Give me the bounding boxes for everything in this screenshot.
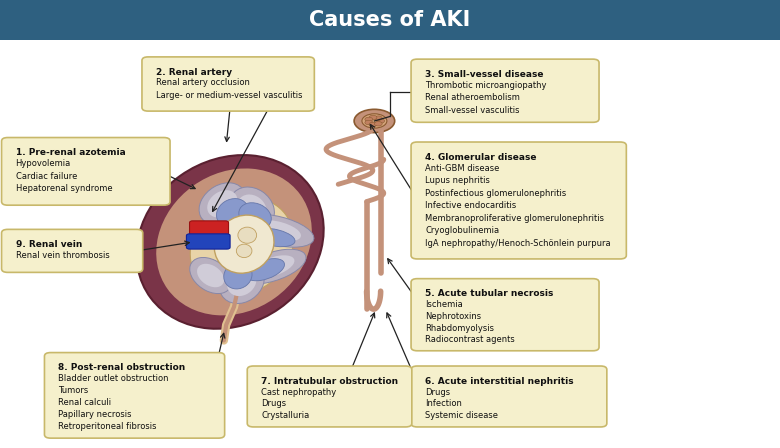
FancyBboxPatch shape [2, 229, 143, 272]
Text: 3. Small-vessel disease: 3. Small-vessel disease [425, 70, 544, 79]
Text: Causes of AKI: Causes of AKI [310, 10, 470, 30]
Text: Tumors: Tumors [58, 386, 89, 395]
Text: Hepatorenal syndrome: Hepatorenal syndrome [16, 184, 112, 193]
Text: Papillary necrosis: Papillary necrosis [58, 410, 132, 419]
Ellipse shape [229, 187, 275, 230]
Text: Rhabdomyolysis: Rhabdomyolysis [425, 323, 494, 333]
FancyBboxPatch shape [411, 279, 599, 351]
Circle shape [374, 116, 382, 121]
Ellipse shape [215, 215, 274, 273]
Text: Bladder outlet obstruction: Bladder outlet obstruction [58, 374, 169, 383]
Text: Postinfectious glomerulonephritis: Postinfectious glomerulonephritis [425, 189, 566, 198]
FancyBboxPatch shape [2, 138, 170, 205]
Ellipse shape [237, 194, 267, 222]
Text: Nephrotoxins: Nephrotoxins [425, 312, 481, 321]
Circle shape [365, 120, 373, 125]
Ellipse shape [240, 214, 314, 247]
FancyBboxPatch shape [411, 142, 626, 259]
Ellipse shape [251, 228, 295, 247]
Text: 1. Pre-renal azotemia: 1. Pre-renal azotemia [16, 148, 126, 157]
Circle shape [354, 109, 395, 133]
Text: Crystalluria: Crystalluria [261, 411, 310, 420]
Text: Hypovolemia: Hypovolemia [16, 159, 71, 168]
Text: 2. Renal artery: 2. Renal artery [156, 68, 232, 77]
Ellipse shape [236, 244, 252, 258]
Text: Renal atheroembolism: Renal atheroembolism [425, 93, 520, 102]
FancyBboxPatch shape [44, 353, 225, 438]
Ellipse shape [156, 168, 312, 315]
Ellipse shape [190, 198, 293, 295]
Text: Renal calculi: Renal calculi [58, 398, 112, 407]
Ellipse shape [240, 249, 306, 284]
Ellipse shape [224, 262, 252, 289]
Text: Radiocontrast agents: Radiocontrast agents [425, 336, 515, 345]
Text: Drugs: Drugs [261, 400, 286, 409]
Text: 9. Renal vein: 9. Renal vein [16, 240, 82, 249]
Ellipse shape [197, 264, 224, 287]
Text: Cast nephropathy: Cast nephropathy [261, 388, 336, 396]
Ellipse shape [217, 198, 248, 227]
FancyBboxPatch shape [186, 234, 230, 249]
Text: IgA nephropathy/Henoch-Schönlein purpura: IgA nephropathy/Henoch-Schönlein purpura [425, 239, 611, 248]
Ellipse shape [207, 190, 237, 218]
Ellipse shape [251, 255, 295, 278]
FancyBboxPatch shape [247, 366, 412, 427]
Ellipse shape [239, 203, 271, 229]
Text: Infection: Infection [425, 400, 462, 409]
Ellipse shape [199, 183, 246, 225]
Circle shape [377, 119, 385, 123]
Text: Cryoglobulinemia: Cryoglobulinemia [425, 226, 499, 235]
Text: Thrombotic microangiopathy: Thrombotic microangiopathy [425, 81, 547, 90]
Ellipse shape [253, 220, 301, 241]
Text: Drugs: Drugs [425, 388, 450, 396]
FancyBboxPatch shape [411, 366, 607, 427]
Text: Large- or medium-vessel vasculitis: Large- or medium-vessel vasculitis [156, 91, 303, 100]
Text: Small-vessel vasculitis: Small-vessel vasculitis [425, 106, 519, 115]
Ellipse shape [227, 268, 257, 296]
Text: Infective endocarditis: Infective endocarditis [425, 201, 516, 210]
Ellipse shape [136, 155, 324, 329]
Circle shape [369, 115, 377, 120]
Ellipse shape [238, 227, 257, 243]
Circle shape [369, 122, 377, 127]
Ellipse shape [219, 261, 264, 304]
Circle shape [365, 117, 373, 122]
Text: Membranoproliferative glomerulonephritis: Membranoproliferative glomerulonephritis [425, 214, 604, 223]
Text: Retroperitoneal fibrosis: Retroperitoneal fibrosis [58, 422, 157, 431]
Text: Cardiac failure: Cardiac failure [16, 172, 77, 181]
FancyBboxPatch shape [411, 59, 599, 122]
Ellipse shape [190, 258, 232, 293]
Text: 8. Post-renal obstruction: 8. Post-renal obstruction [58, 363, 186, 372]
Text: Renal artery occlusion: Renal artery occlusion [156, 78, 250, 87]
Text: Renal vein thrombosis: Renal vein thrombosis [16, 251, 109, 260]
Text: Ischemia: Ischemia [425, 300, 463, 309]
Text: Lupus nephritis: Lupus nephritis [425, 176, 490, 185]
Text: 5. Acute tubular necrosis: 5. Acute tubular necrosis [425, 289, 554, 298]
Circle shape [374, 121, 382, 126]
Text: 7. Intratubular obstruction: 7. Intratubular obstruction [261, 377, 399, 386]
Circle shape [362, 114, 387, 128]
Ellipse shape [246, 258, 285, 281]
Text: 6. Acute interstitial nephritis: 6. Acute interstitial nephritis [425, 377, 574, 386]
FancyBboxPatch shape [190, 221, 229, 236]
FancyBboxPatch shape [0, 0, 780, 40]
Text: Systemic disease: Systemic disease [425, 411, 498, 420]
Text: Anti-GBM disease: Anti-GBM disease [425, 164, 499, 172]
FancyBboxPatch shape [142, 57, 314, 111]
Text: 4. Glomerular disease: 4. Glomerular disease [425, 153, 537, 162]
